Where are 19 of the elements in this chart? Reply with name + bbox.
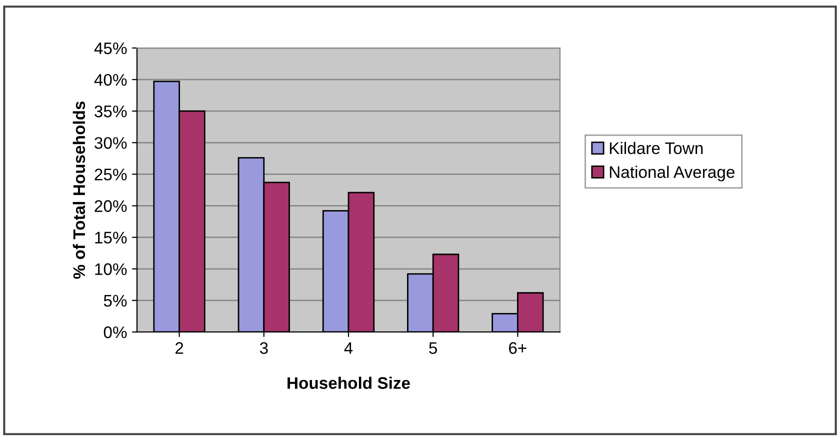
x-tick-label: 5 [429, 342, 438, 354]
y-tick-label: 10% [95, 263, 127, 276]
y-axis-title: % of Total Households [72, 101, 86, 279]
y-tick-label: 30% [94, 137, 127, 149]
legend-label: Kildare Town [610, 142, 703, 154]
x-axis-title: Household Size [288, 376, 410, 389]
x-tick-label: 3 [260, 342, 268, 354]
x-tick-label: 6+ [509, 342, 526, 354]
y-tick-label: 35% [94, 106, 127, 118]
y-tick-label: 45% [94, 42, 127, 54]
y-tick-label: 0% [104, 326, 127, 338]
y-tick-label: 25% [94, 168, 127, 180]
y-tick-label: 40% [94, 74, 127, 86]
x-tick-label: 4 [344, 342, 353, 354]
legend-label: National Average [610, 166, 734, 182]
x-tick-label: 2 [176, 342, 184, 354]
y-tick-label: 5% [104, 294, 127, 307]
y-tick-label: 20% [94, 200, 127, 212]
y-tick-label: 15% [95, 232, 127, 244]
